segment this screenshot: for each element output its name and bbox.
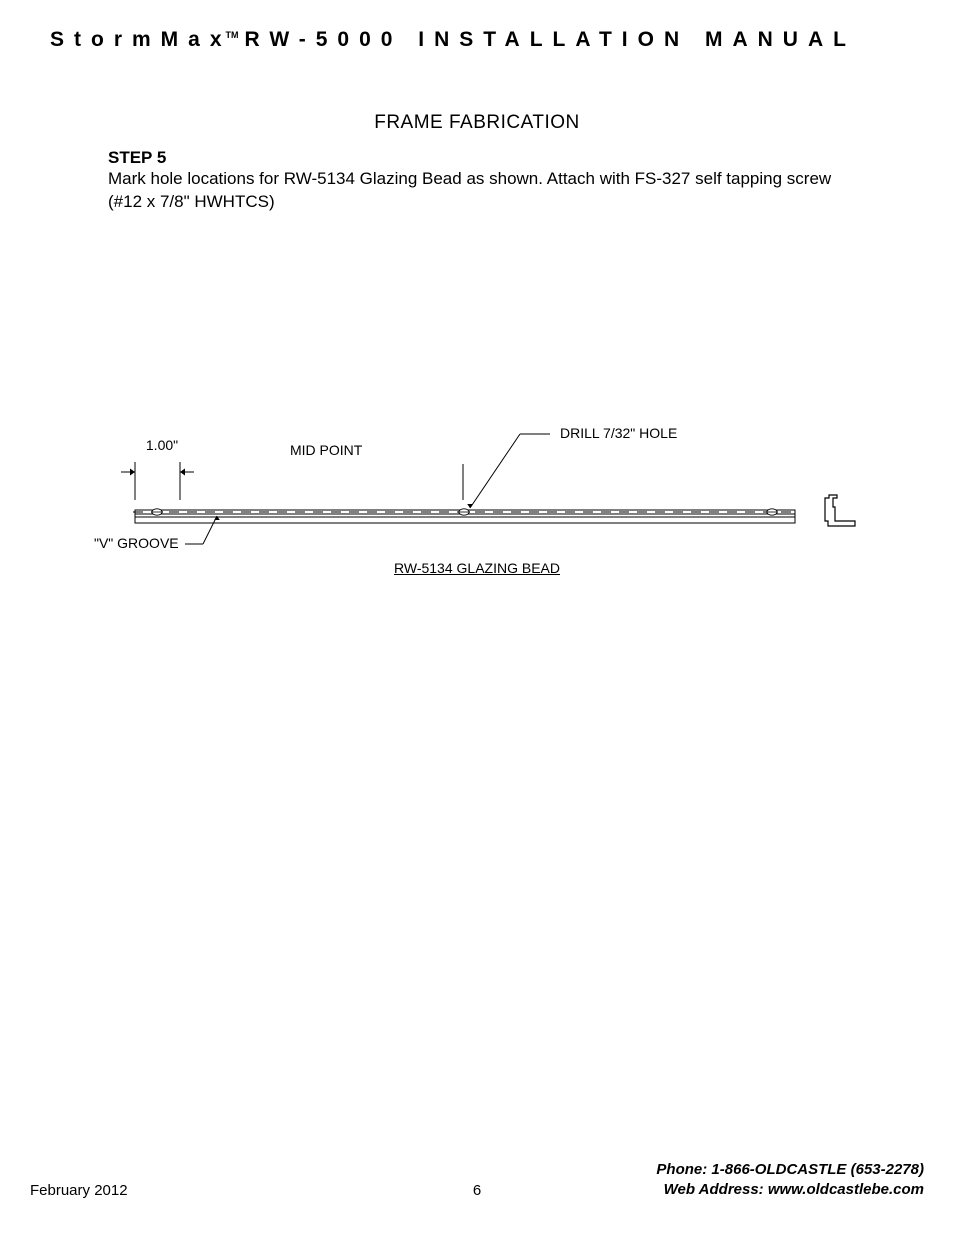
footer-contact: Phone: 1-866-OLDCASTLE (653-2278) Web Ad…: [656, 1160, 924, 1199]
svg-text:1.00": 1.00": [146, 437, 178, 453]
step-text: Mark hole locations for RW-5134 Glazing …: [108, 168, 848, 214]
footer-web: Web Address: www.oldcastlebe.com: [656, 1180, 924, 1200]
svg-text:MID POINT: MID POINT: [290, 442, 363, 458]
trademark: TM: [226, 30, 239, 40]
step-label: STEP 5: [108, 148, 848, 168]
glazing-bead-diagram: 1.00" MID POINT DRILL 7/32" HOLE "V" GROOVE: [90, 420, 880, 620]
svg-text:DRILL 7/32" HOLE: DRILL 7/32" HOLE: [560, 425, 677, 441]
product-title: RW-5000 INSTALLATION MANUAL: [245, 28, 856, 51]
step-block: STEP 5 Mark hole locations for RW-5134 G…: [108, 148, 848, 214]
document-header: StormMaxTM RW-5000 INSTALLATION MANUAL: [50, 28, 904, 52]
section-title: FRAME FABRICATION: [0, 112, 954, 134]
diagram-caption: RW-5134 GLAZING BEAD: [0, 560, 954, 576]
footer-phone: Phone: 1-866-OLDCASTLE (653-2278): [656, 1160, 924, 1180]
brand-name: StormMax: [50, 28, 232, 51]
svg-text:"V" GROOVE: "V" GROOVE: [94, 535, 179, 551]
